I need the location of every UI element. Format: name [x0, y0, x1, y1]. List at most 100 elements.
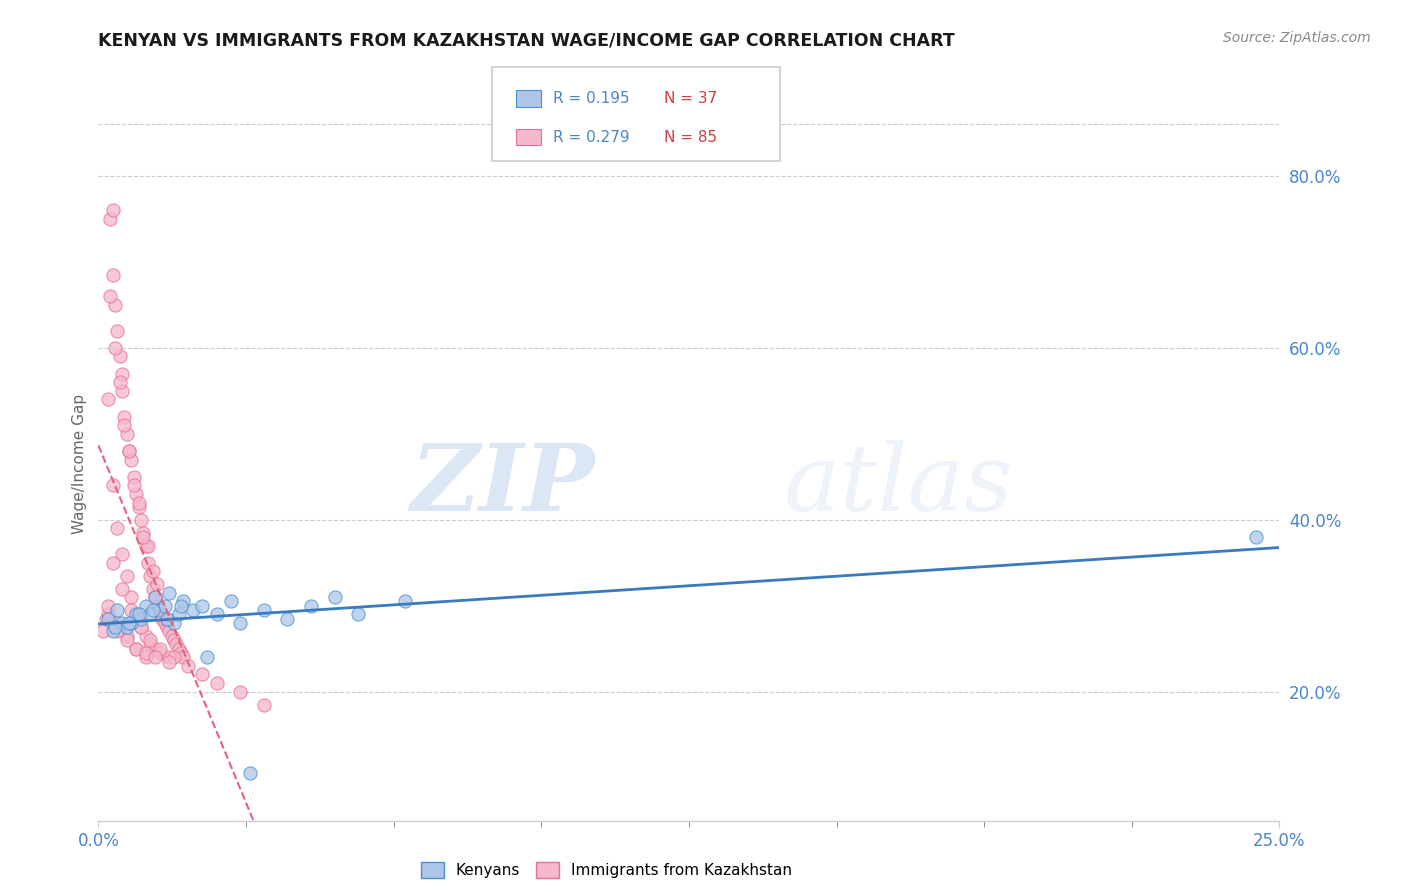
Point	[146, 599, 169, 613]
Point	[129, 611, 152, 625]
Text: Source: ZipAtlas.com: Source: ZipAtlas.com	[1223, 31, 1371, 45]
Point	[91, 624, 114, 639]
Point	[128, 495, 150, 509]
Point	[132, 525, 155, 540]
Point	[163, 650, 186, 665]
Point	[111, 367, 134, 381]
Point	[98, 289, 121, 303]
Point	[122, 478, 145, 492]
Y-axis label: Wage/Income Gap: Wage/Income Gap	[72, 393, 87, 534]
Point	[195, 650, 218, 665]
Point	[101, 624, 124, 639]
Point	[157, 650, 180, 665]
Point	[191, 667, 214, 681]
Point	[125, 641, 148, 656]
Point	[139, 568, 162, 582]
Point	[112, 409, 135, 424]
Point	[323, 590, 346, 604]
Point	[132, 530, 155, 544]
Point	[128, 607, 150, 622]
Point	[229, 684, 252, 698]
Point	[135, 646, 157, 660]
Point	[115, 633, 138, 648]
Point	[115, 620, 138, 634]
Point	[115, 568, 138, 582]
Point	[163, 615, 186, 630]
Text: ZIP: ZIP	[411, 441, 595, 530]
Point	[135, 650, 157, 665]
Point	[143, 650, 166, 665]
Legend: Kenyans, Immigrants from Kazakhstan: Kenyans, Immigrants from Kazakhstan	[415, 856, 797, 884]
Point	[139, 607, 162, 622]
Point	[135, 539, 157, 553]
Point	[135, 599, 157, 613]
Point	[253, 698, 276, 712]
Point	[167, 641, 190, 656]
Point	[129, 513, 152, 527]
Point	[125, 607, 148, 622]
Point	[118, 444, 141, 458]
Point	[129, 620, 152, 634]
Point	[142, 603, 165, 617]
Point	[150, 611, 173, 625]
Point	[229, 615, 252, 630]
Text: R = 0.195: R = 0.195	[553, 91, 628, 106]
Point	[111, 615, 134, 630]
Point	[104, 620, 127, 634]
Point	[156, 620, 179, 634]
Point	[125, 487, 148, 501]
Point	[108, 350, 131, 364]
Point	[122, 469, 145, 483]
Point	[142, 582, 165, 596]
Point	[121, 590, 143, 604]
Point	[172, 650, 194, 665]
Point	[149, 603, 172, 617]
Point	[253, 603, 276, 617]
Point	[135, 629, 157, 643]
Point	[97, 599, 120, 613]
Point	[142, 564, 165, 578]
Point	[149, 646, 172, 660]
Point	[1244, 530, 1267, 544]
Text: R = 0.279: R = 0.279	[553, 130, 628, 145]
Point	[125, 607, 148, 622]
Point	[105, 624, 128, 639]
Text: N = 37: N = 37	[664, 91, 717, 106]
Point	[170, 599, 193, 613]
Point	[163, 633, 186, 648]
Point	[115, 629, 138, 643]
Point	[108, 375, 131, 389]
Point	[97, 392, 120, 407]
Point	[157, 624, 180, 639]
Point	[160, 629, 183, 643]
Text: N = 85: N = 85	[664, 130, 717, 145]
Point	[156, 611, 179, 625]
Point	[111, 582, 134, 596]
Point	[112, 418, 135, 433]
Point	[172, 594, 194, 608]
Text: atlas: atlas	[783, 441, 1012, 530]
Point	[139, 633, 162, 648]
Point	[239, 766, 262, 780]
Point	[111, 547, 134, 561]
Point	[205, 676, 228, 690]
Point	[153, 615, 176, 630]
Point	[115, 426, 138, 441]
Point	[149, 607, 172, 622]
Point	[191, 599, 214, 613]
Point	[157, 655, 180, 669]
Point	[136, 556, 159, 570]
Point	[205, 607, 228, 622]
Point	[129, 620, 152, 634]
Point	[121, 615, 143, 630]
Point	[97, 607, 120, 622]
Point	[177, 659, 200, 673]
Point	[347, 607, 370, 622]
Point	[111, 384, 134, 398]
Point	[105, 324, 128, 338]
Point	[118, 615, 141, 630]
Point	[104, 298, 127, 312]
Point	[394, 594, 416, 608]
Point	[125, 641, 148, 656]
Point	[118, 444, 141, 458]
